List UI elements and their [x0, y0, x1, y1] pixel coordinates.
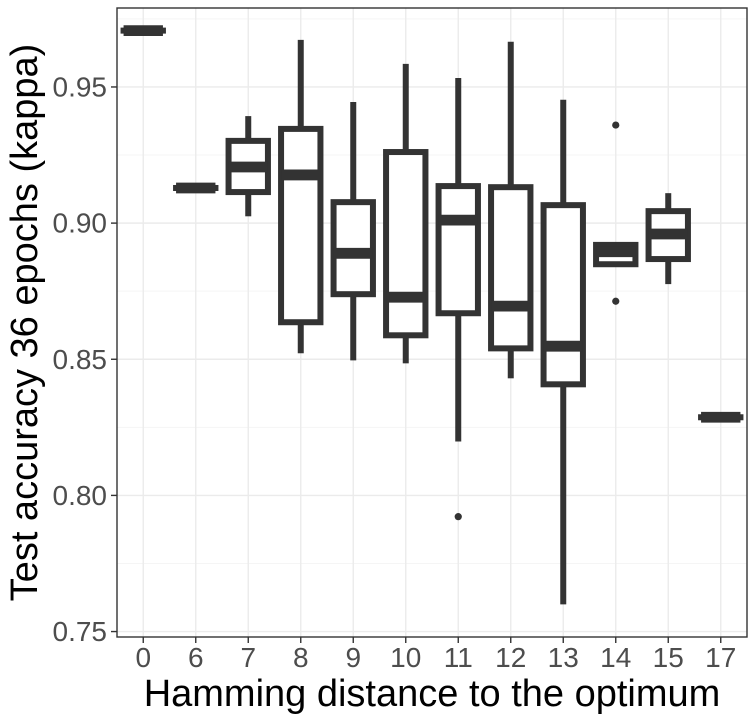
panel-border [116, 7, 748, 638]
box-11 [435, 77, 481, 521]
x-axis-ticks: 0 6 7 8 9 10 11 12 13 14 15 17 [135, 637, 736, 673]
minor-gridlines [117, 18, 747, 564]
box-body [488, 184, 534, 352]
box-13 [540, 99, 586, 605]
x-tick-label: 6 [188, 642, 204, 673]
outlier-point [612, 297, 620, 305]
box-body [435, 183, 481, 317]
x-axis-title: Hamming distance to the optimum [144, 673, 721, 715]
outlier-point [454, 513, 462, 521]
box-series [120, 25, 744, 605]
x-tick-label: 13 [548, 642, 579, 673]
box-7 [225, 116, 271, 217]
box-9 [330, 101, 376, 361]
y-tick-label: 0.75 [53, 616, 108, 647]
x-tick-label: 8 [293, 642, 309, 673]
x-tick-label: 7 [240, 642, 256, 673]
x-tick-label: 0 [135, 642, 151, 673]
x-tick-label: 10 [390, 642, 421, 673]
box-body [540, 202, 586, 388]
box-body [383, 149, 429, 339]
y-tick-label: 0.80 [53, 480, 108, 511]
box-body [278, 125, 324, 326]
box-8 [278, 39, 324, 354]
y-tick-label: 0.90 [53, 208, 108, 239]
major-gridlines [117, 8, 747, 637]
y-axis-title: Test accuracy 36 epochs (kappa) [4, 44, 46, 602]
y-tick-label: 0.85 [53, 344, 108, 375]
x-tick-label: 9 [345, 642, 361, 673]
x-tick-label: 11 [444, 642, 473, 673]
box-15 [645, 193, 691, 285]
outlier-point [612, 121, 620, 129]
box-12 [488, 41, 534, 379]
y-tick-label: 0.95 [53, 71, 108, 102]
x-tick-label: 17 [705, 642, 736, 673]
box-10 [383, 63, 429, 364]
x-tick-label: 12 [495, 642, 526, 673]
x-tick-label: 14 [600, 642, 631, 673]
y-axis-ticks: 0.75 0.80 0.85 0.90 0.95 [53, 71, 117, 647]
box-14 [593, 121, 639, 305]
x-tick-label: 15 [653, 642, 684, 673]
